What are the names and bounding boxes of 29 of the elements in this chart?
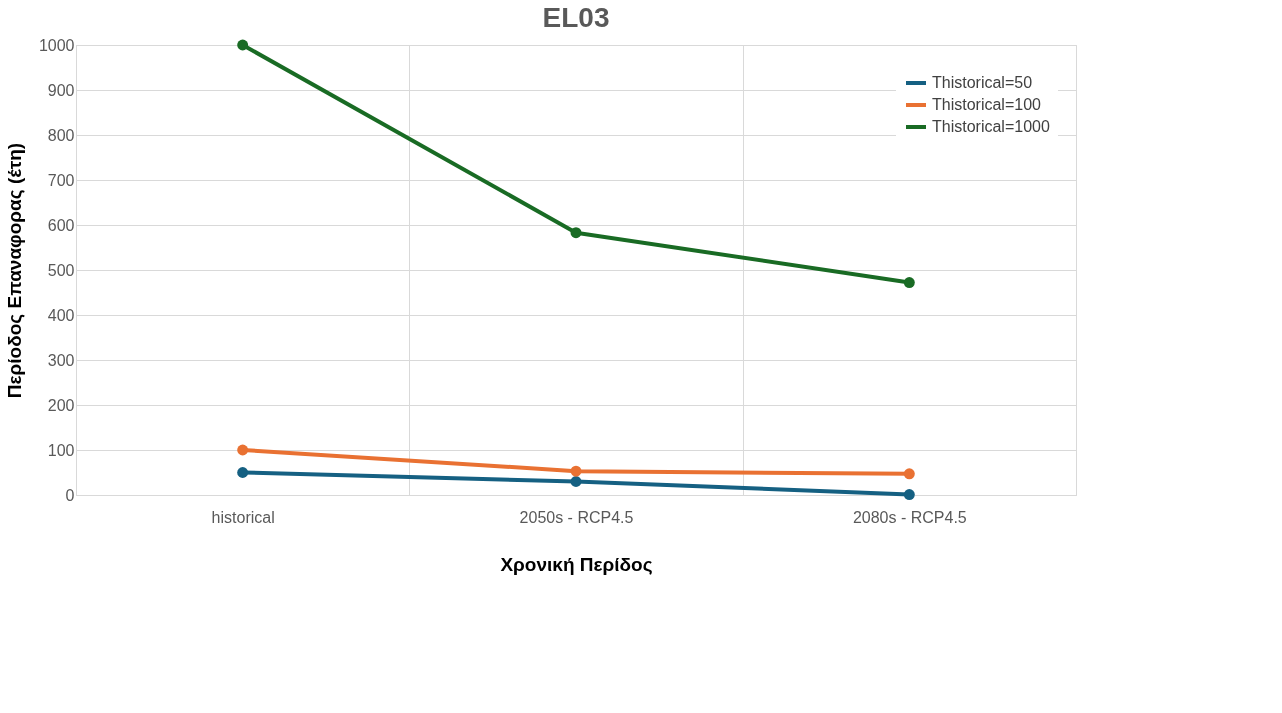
y-tick-label: 200 xyxy=(47,396,75,414)
point xyxy=(237,444,249,456)
y-tick-label: 400 xyxy=(47,306,75,324)
chart-title: EL03 xyxy=(542,2,610,33)
x-tick-label: 2080s - RCP4.5 xyxy=(852,508,967,526)
legend-label: Thistorical=100 xyxy=(932,96,1042,113)
point xyxy=(903,277,915,289)
point xyxy=(237,467,249,478)
legend-label: Thistorical=50 xyxy=(932,74,1033,91)
point xyxy=(570,227,582,239)
y-tick-label: 100 xyxy=(47,441,75,459)
y-axis-title: Περίοδος Επαναφορας (έτη) xyxy=(3,142,25,399)
point xyxy=(903,468,915,480)
y-tick-label: 600 xyxy=(47,216,75,234)
y-tick-label: 500 xyxy=(47,261,75,279)
point xyxy=(570,465,582,477)
x-tick-label: historical xyxy=(211,508,275,526)
y-tick-label: 0 xyxy=(65,486,75,504)
y-tick-label: 800 xyxy=(47,126,75,144)
y-tick-label: 900 xyxy=(47,81,75,99)
legend-label: Thistorical=1000 xyxy=(932,118,1050,135)
x-axis-title: Χρονική Περίδος xyxy=(500,553,653,575)
y-tick-label: 300 xyxy=(47,351,75,369)
x-tick-label: 2050s - RCP4.5 xyxy=(519,508,634,526)
point xyxy=(570,476,582,487)
point xyxy=(903,489,915,501)
y-tick-label: 1000 xyxy=(38,36,75,54)
y-tick-label: 700 xyxy=(47,171,75,189)
point xyxy=(237,39,249,51)
